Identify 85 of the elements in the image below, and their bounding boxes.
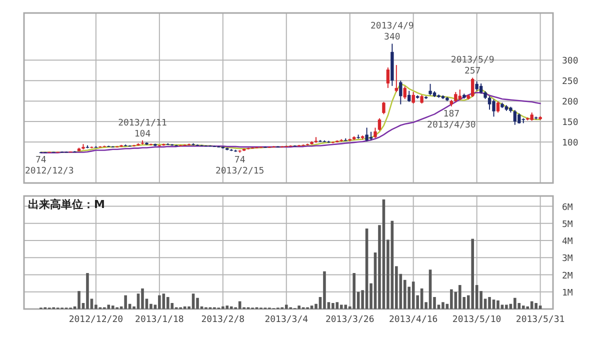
bar [336, 302, 339, 309]
x-tick-label: 2013/3/26 [325, 315, 374, 325]
bar [226, 306, 229, 309]
candlestick [412, 92, 415, 104]
bar [86, 273, 89, 309]
candlestick [394, 64, 398, 93]
bar [514, 298, 516, 309]
bar [458, 285, 462, 309]
candlestick [428, 83, 432, 96]
annotation: 2013/1/11 104 [118, 118, 167, 140]
candlestick [479, 82, 483, 94]
bar [78, 291, 80, 309]
bar [230, 306, 233, 309]
y-tick-label: 200 [562, 98, 578, 108]
candlestick [513, 110, 517, 126]
bar [442, 302, 444, 309]
bar [111, 306, 114, 309]
x-tick-label: 2012/12/20 [68, 315, 124, 325]
x-tick-label: 2013/5/31 [516, 315, 565, 325]
y-tick-label: 250 [562, 77, 578, 88]
x-tick-label: 2013/3/4 [264, 315, 308, 325]
bar [534, 303, 538, 309]
bar [196, 298, 199, 309]
y-tick-label: 150 [562, 118, 578, 128]
bar [496, 300, 500, 309]
candlestick [470, 77, 474, 98]
bar [344, 304, 348, 309]
bar [107, 304, 110, 309]
x-tick-label: 2013/1/18 [135, 315, 184, 325]
bar [500, 304, 504, 309]
annotation: 2013/5/9 257 [450, 56, 494, 77]
candlestick [518, 112, 521, 124]
candlestick [408, 90, 411, 102]
candlestick [454, 92, 458, 102]
annotation: 出来高単位：M [28, 198, 105, 211]
candlestick [458, 89, 462, 101]
bar [192, 294, 195, 309]
bar [428, 270, 432, 309]
bar [492, 300, 496, 309]
bar [124, 295, 127, 309]
annotation: 2013/4/9 340 [370, 22, 414, 43]
bar [352, 273, 356, 309]
bar [332, 303, 334, 309]
candlestick [492, 98, 496, 118]
annotation: 74 2013/2/15 [215, 156, 264, 177]
candlestick [386, 66, 390, 88]
bar [522, 306, 525, 309]
y-tick-label: 2M [562, 271, 574, 282]
y-tick-label: 4M [562, 237, 574, 248]
candlestick [496, 100, 500, 114]
y-tick-label: 5M [562, 220, 574, 230]
candlestick [374, 127, 377, 138]
annotation: 187 2013/4/30 [427, 109, 476, 130]
y-tick-label: 3M [562, 254, 574, 264]
x-tick-label: 2013/2/8 [201, 315, 245, 325]
x-tick-label: 2013/5/10 [452, 315, 502, 325]
bar [141, 288, 144, 309]
bar [298, 306, 300, 309]
y-tick-label: 100 [562, 138, 578, 149]
bar [222, 306, 224, 309]
y-tick-label: 300 [562, 56, 578, 67]
y-tick-label: 6M [562, 202, 574, 213]
bar [158, 295, 161, 309]
x-tick-label: 2013/4/16 [388, 315, 438, 325]
bar [310, 306, 314, 309]
bar [284, 304, 288, 309]
bar [340, 304, 343, 309]
candlestick [399, 80, 402, 105]
bar [166, 297, 170, 309]
bar [538, 306, 542, 309]
y-tick-label: 1M [562, 288, 574, 298]
candlestick [488, 96, 492, 110]
bar [162, 294, 166, 309]
annotation: 74 2012/12/3 [25, 156, 74, 177]
candlestick [365, 127, 368, 142]
bar [488, 297, 491, 309]
bar [323, 271, 326, 309]
candlestick [378, 118, 382, 132]
candlestick [475, 80, 478, 92]
candlestick [403, 86, 406, 100]
bar [505, 304, 508, 309]
candlestick [382, 101, 386, 115]
bar [471, 238, 474, 309]
bar [412, 282, 415, 309]
bar [450, 289, 453, 309]
